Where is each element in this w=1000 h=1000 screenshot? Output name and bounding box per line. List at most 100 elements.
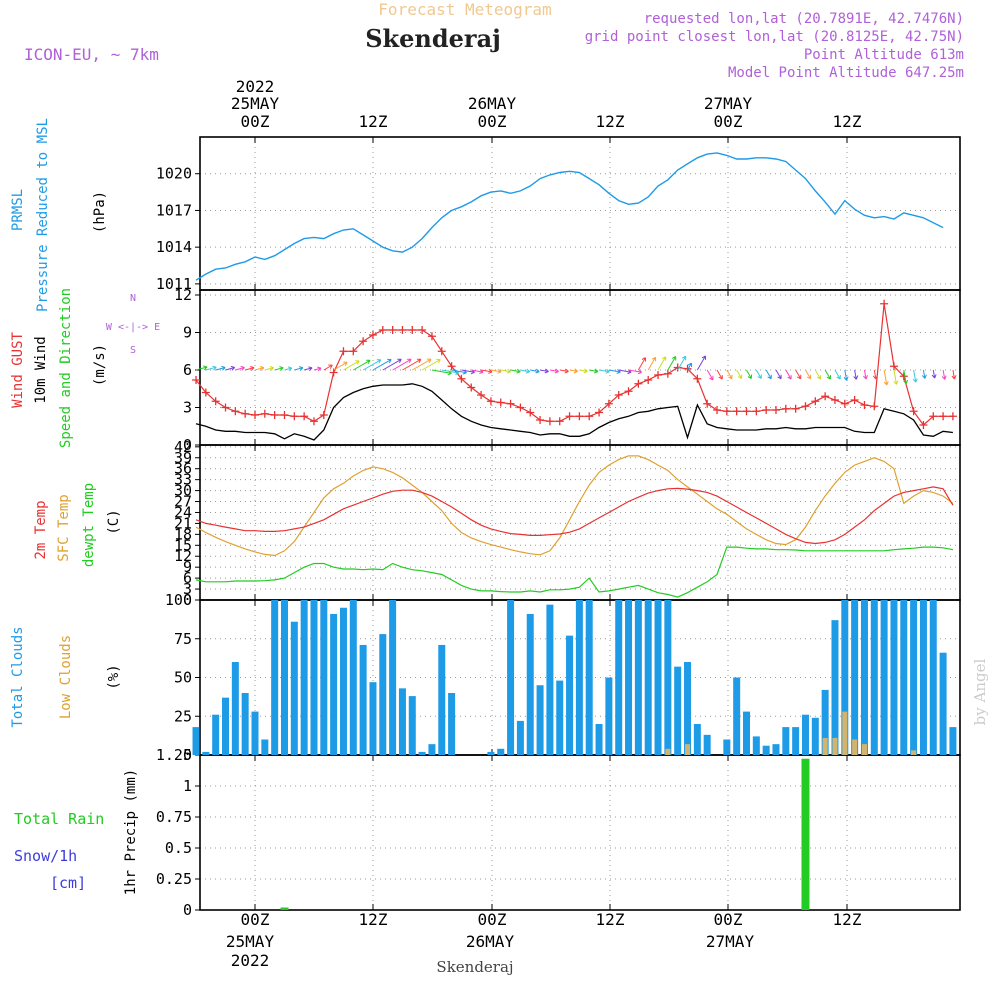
wind-arrow: [382, 358, 402, 371]
gust-marker: [437, 347, 446, 356]
gust-marker: [762, 406, 771, 414]
gust-marker: [742, 407, 751, 416]
y-tick-label: 9: [183, 558, 192, 576]
dewpoint-line: [195, 546, 954, 598]
total-cloud-bar: [487, 751, 495, 755]
total-cloud-bar: [369, 682, 377, 755]
gust-marker: [644, 376, 653, 384]
compass-we: W <-|-> E: [106, 322, 160, 333]
total-cloud-bar: [949, 727, 957, 755]
total-cloud-bar: [261, 739, 269, 755]
total-cloud-bar: [585, 600, 593, 755]
gust-marker: [732, 407, 741, 416]
gust-marker: [486, 397, 495, 406]
wind-gust-line: [195, 303, 953, 426]
wind-arrow: [834, 369, 841, 380]
wind-arrow: [647, 356, 657, 371]
gust-marker: [909, 407, 918, 416]
forecast-title: Forecast Meteogram: [378, 0, 551, 19]
gust-marker: [663, 369, 672, 378]
total-cloud-bar: [280, 600, 288, 755]
wind-arrow: [589, 368, 599, 374]
total-cloud-bar: [231, 662, 239, 755]
gust-marker: [604, 399, 613, 408]
wind-arrow: [215, 365, 226, 371]
gust-marker: [211, 397, 220, 406]
gust-marker: [624, 387, 633, 396]
wind-dir-label: Speed and Direction: [58, 288, 74, 448]
total-cloud-bar: [526, 613, 534, 755]
gust-marker: [703, 399, 712, 408]
wind-arrow: [903, 369, 909, 385]
temp-unit: (C): [106, 509, 122, 534]
gust-marker: [850, 396, 859, 404]
wind-arrow: [775, 369, 782, 380]
y-tick-label: 3: [183, 580, 192, 598]
gust-marker: [771, 406, 780, 414]
wind-arrow: [471, 369, 484, 374]
precip-bar: [280, 907, 289, 910]
wind-arrow: [490, 368, 502, 374]
wind-arrow: [402, 358, 422, 371]
wind-arrow: [510, 368, 521, 374]
sfc-label: SFC Temp: [56, 494, 72, 561]
gust-marker: [467, 383, 476, 392]
y-tick-label: 1: [183, 777, 192, 795]
wind-arrow: [667, 356, 677, 371]
total-cloud-bar: [398, 688, 406, 755]
top-hour-label: 12Z: [359, 112, 388, 131]
total-cloud-bar: [379, 634, 387, 755]
y-tick-label: 18: [174, 525, 192, 543]
gust-marker: [319, 411, 328, 419]
wind-arrow: [323, 364, 333, 371]
wind-arrow: [814, 369, 822, 380]
total-cloud-bar: [330, 613, 338, 755]
wind-arrow: [264, 366, 275, 371]
wind-arrow: [333, 361, 348, 371]
total-cloud-bar: [300, 600, 308, 755]
top-hour-label: 12Z: [596, 112, 625, 131]
total-cloud-bar: [870, 600, 878, 755]
low-cloud-bar: [685, 744, 691, 755]
model-altitude: Model Point Altitude 647.25m: [728, 65, 964, 81]
bottom-hour-label: 12Z: [833, 910, 862, 929]
y-tick-label: 12: [174, 286, 192, 304]
pressure-unit: (hPa): [92, 191, 108, 233]
wind-arrow: [205, 365, 217, 371]
gust-marker: [398, 326, 407, 334]
total-cloud-bar: [723, 739, 731, 755]
total-cloud-bar: [801, 714, 809, 755]
total-cloud-bar: [605, 677, 613, 755]
top-hour-label: 00Z: [241, 112, 270, 131]
gust-marker: [585, 412, 594, 421]
precip-bar: [801, 758, 810, 910]
total-clouds-label: Total Clouds: [10, 626, 26, 727]
y-tick-label: 0.75: [156, 808, 192, 826]
y-tick-label: 12: [174, 547, 192, 565]
wind-arrow: [716, 369, 723, 380]
wind-arrow: [677, 355, 687, 371]
total-cloud-bar: [418, 751, 426, 755]
wind-arrow: [824, 369, 831, 380]
wind-arrow: [421, 358, 441, 371]
bottom-hour-label: 00Z: [241, 910, 270, 929]
gust-marker: [899, 372, 908, 381]
gust-marker: [860, 401, 869, 409]
wind-speed-line: [195, 383, 953, 441]
total-cloud-bar: [772, 744, 780, 755]
pressure-label: Pressure Reduced to MSL: [35, 118, 51, 312]
wind-arrow: [696, 355, 706, 371]
total-cloud-bar: [389, 600, 397, 755]
wind-arrow: [392, 358, 412, 371]
gust-marker: [545, 417, 554, 426]
total-cloud-bar: [566, 635, 574, 755]
pressure-line: [195, 152, 944, 281]
gust-marker: [359, 337, 368, 346]
gust-marker: [565, 412, 574, 421]
y-tick-label: 39: [174, 449, 192, 467]
y-tick-label: 27: [174, 493, 192, 511]
wind-arrow: [313, 366, 322, 372]
top-day-label: 27MAY: [704, 94, 753, 113]
total-cloud-bar: [310, 600, 318, 755]
total-cloud-bar: [359, 644, 367, 755]
